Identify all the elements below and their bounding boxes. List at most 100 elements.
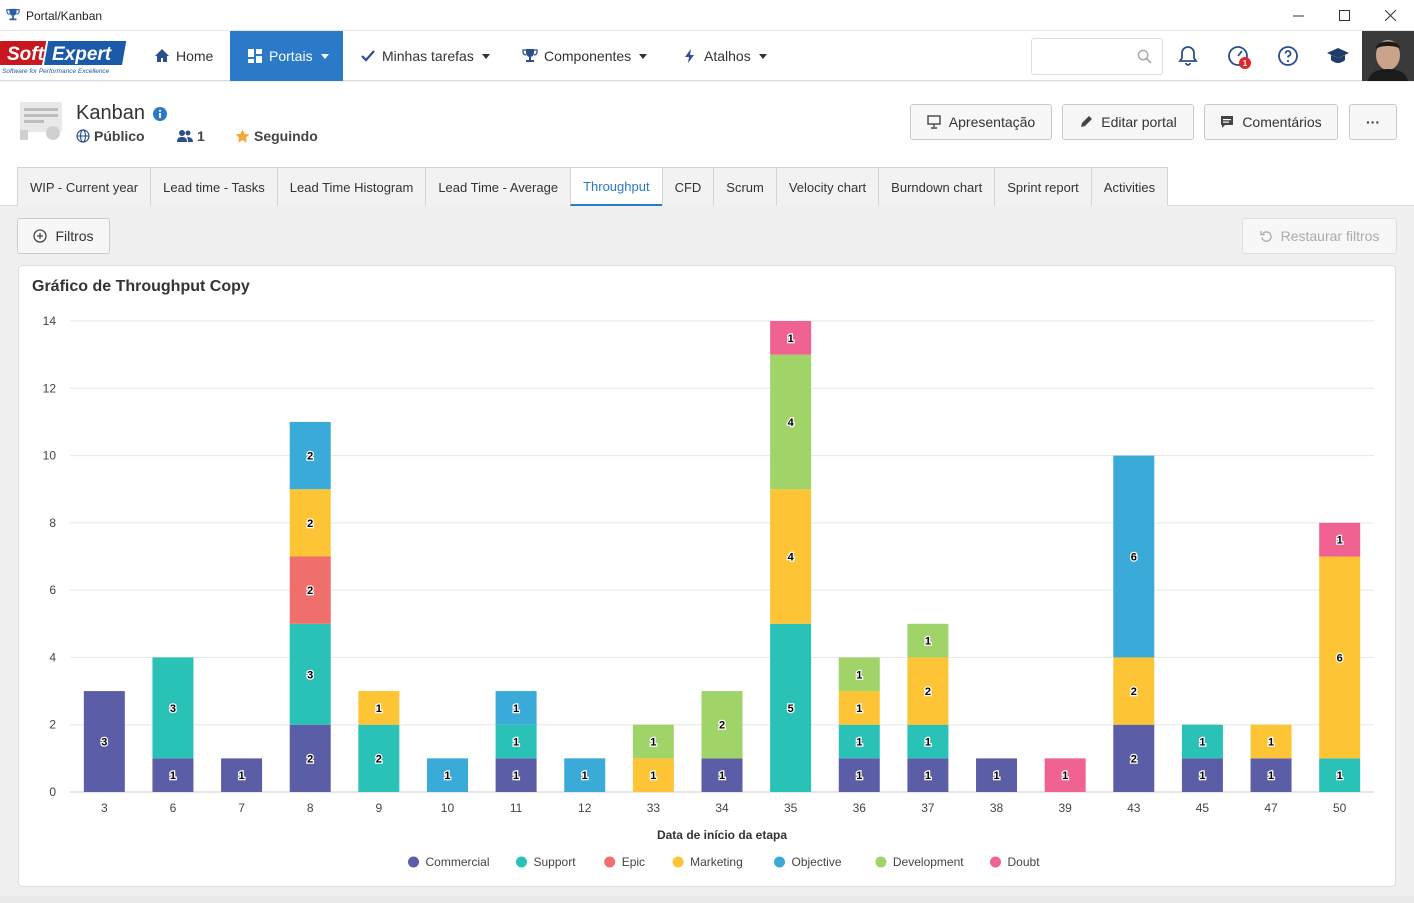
bar-segment[interactable] xyxy=(426,758,468,792)
following-toggle[interactable]: Seguindo xyxy=(235,128,318,144)
search-input[interactable] xyxy=(1032,39,1132,74)
bar-segment[interactable] xyxy=(907,623,949,658)
data-label: 3 xyxy=(307,669,313,681)
bar-segment[interactable] xyxy=(289,623,331,725)
bar-segment[interactable] xyxy=(1319,522,1361,557)
bar-segment[interactable] xyxy=(838,758,880,792)
legend-item[interactable]: Marketing xyxy=(690,855,743,869)
data-label: 2 xyxy=(307,585,313,597)
tab-sprint-report[interactable]: Sprint report xyxy=(994,167,1092,206)
bar-segment[interactable] xyxy=(838,657,880,692)
more-options-button[interactable]: ··· xyxy=(1349,104,1397,140)
bar-segment[interactable] xyxy=(976,758,1018,792)
bar-segment[interactable] xyxy=(907,657,949,725)
bar-segment[interactable] xyxy=(289,421,331,490)
search-box[interactable] xyxy=(1031,38,1163,75)
legend-marker xyxy=(990,856,1001,868)
filters-button[interactable]: Filtros xyxy=(17,218,110,254)
tab-scrum[interactable]: Scrum xyxy=(713,167,777,206)
data-label: 2 xyxy=(925,686,931,698)
bar-segment[interactable] xyxy=(1044,758,1086,792)
tab-activities[interactable]: Activities xyxy=(1090,167,1169,206)
legend-item[interactable]: Development xyxy=(893,855,964,869)
minimize-button[interactable] xyxy=(1275,0,1321,31)
bar-segment[interactable] xyxy=(1113,657,1155,725)
bar-segment[interactable] xyxy=(1319,556,1361,759)
tab-lead-time-average[interactable]: Lead Time - Average xyxy=(425,167,572,206)
bar-segment[interactable] xyxy=(1113,724,1155,792)
bar-segment[interactable] xyxy=(1319,758,1361,792)
bell-icon[interactable] xyxy=(1176,44,1200,68)
bar-segment[interactable] xyxy=(632,758,674,792)
bar-segment[interactable] xyxy=(152,758,194,792)
bar-segment[interactable] xyxy=(632,724,674,759)
bar-segment[interactable] xyxy=(1250,758,1292,792)
presentation-button[interactable]: Apresentação xyxy=(910,104,1052,140)
maximize-button[interactable] xyxy=(1321,0,1367,31)
nav-minhas-tarefas[interactable]: Minhas tarefas xyxy=(348,31,502,81)
user-avatar[interactable] xyxy=(1362,31,1414,81)
bar-segment[interactable] xyxy=(289,724,331,792)
search-icon[interactable] xyxy=(1137,49,1152,64)
bar-segment[interactable] xyxy=(358,724,400,792)
user-photo xyxy=(1362,31,1414,81)
bar-segment[interactable] xyxy=(289,556,331,624)
bar-segment[interactable] xyxy=(289,489,331,557)
edit-portal-button[interactable]: Editar portal xyxy=(1062,104,1194,140)
bar-segment[interactable] xyxy=(907,758,949,792)
legend-item[interactable]: Objective xyxy=(792,855,842,869)
tab-burndown-chart[interactable]: Burndown chart xyxy=(878,167,996,206)
legend-item[interactable]: Commercial xyxy=(426,855,490,869)
top-navigation: Soft Expert Software for Performance Exc… xyxy=(0,31,1414,81)
nav-shortcuts-label: Atalhos xyxy=(704,48,751,64)
bar-segment[interactable] xyxy=(770,623,812,792)
bar-segment[interactable] xyxy=(495,724,537,759)
bar-segment[interactable] xyxy=(838,691,880,725)
tab-velocity-chart[interactable]: Velocity chart xyxy=(775,167,880,206)
bar-segment[interactable] xyxy=(770,489,812,624)
info-icon[interactable] xyxy=(152,106,167,121)
bar-segment[interactable] xyxy=(495,691,537,725)
bar-segment[interactable] xyxy=(83,691,125,792)
help-icon[interactable] xyxy=(1276,44,1300,68)
tab-throughput[interactable]: Throughput xyxy=(570,167,663,206)
tab-lead-time-tasks[interactable]: Lead time - Tasks xyxy=(150,167,278,206)
comments-button[interactable]: Comentários xyxy=(1204,104,1338,140)
chart-title: Gráfico de Throughput Copy xyxy=(32,278,250,295)
bar-segment[interactable] xyxy=(838,724,880,759)
bar-segment[interactable] xyxy=(701,758,743,792)
softexpert-logo[interactable]: Soft Expert Software for Performance Exc… xyxy=(0,31,132,81)
bar-segment[interactable] xyxy=(1181,758,1223,792)
nav-portais[interactable]: Portais xyxy=(230,31,343,81)
tab-lead-time-histogram[interactable]: Lead Time Histogram xyxy=(276,167,427,206)
portal-title: Kanban xyxy=(76,102,167,125)
legend-item[interactable]: Support xyxy=(534,855,577,869)
nav-componentes[interactable]: Componentes xyxy=(510,31,659,81)
bar-segment[interactable] xyxy=(221,758,263,792)
bar-segment[interactable] xyxy=(907,724,949,759)
bar-segment[interactable] xyxy=(770,321,812,355)
bar-segment[interactable] xyxy=(358,691,400,725)
tab-wip-current-year[interactable]: WIP - Current year xyxy=(17,167,152,206)
bar-segment[interactable] xyxy=(564,758,606,792)
pencil-icon xyxy=(1081,116,1093,127)
reset-filters-button[interactable]: Restaurar filtros xyxy=(1242,218,1397,254)
bar-segment[interactable] xyxy=(152,657,194,759)
bar-segment[interactable] xyxy=(1113,455,1155,658)
nav-atalhos[interactable]: Atalhos xyxy=(670,31,779,81)
close-button[interactable] xyxy=(1367,0,1413,31)
members-indicator[interactable]: 1 xyxy=(177,128,205,144)
tab-cfd[interactable]: CFD xyxy=(661,167,715,206)
data-label: 1 xyxy=(513,770,519,782)
bar-segment[interactable] xyxy=(701,691,743,759)
bar-segment[interactable] xyxy=(770,354,812,490)
legend-item[interactable]: Doubt xyxy=(1008,855,1041,869)
nav-home[interactable]: Home xyxy=(142,31,225,81)
legend-item[interactable]: Epic xyxy=(622,855,645,869)
activity-notification[interactable]: 1 xyxy=(1226,44,1252,72)
bar-segment[interactable] xyxy=(495,758,537,792)
bar-segment[interactable] xyxy=(1181,724,1223,759)
data-label: 1 xyxy=(444,770,450,782)
graduation-cap-icon[interactable] xyxy=(1326,44,1350,68)
bar-segment[interactable] xyxy=(1250,724,1292,759)
